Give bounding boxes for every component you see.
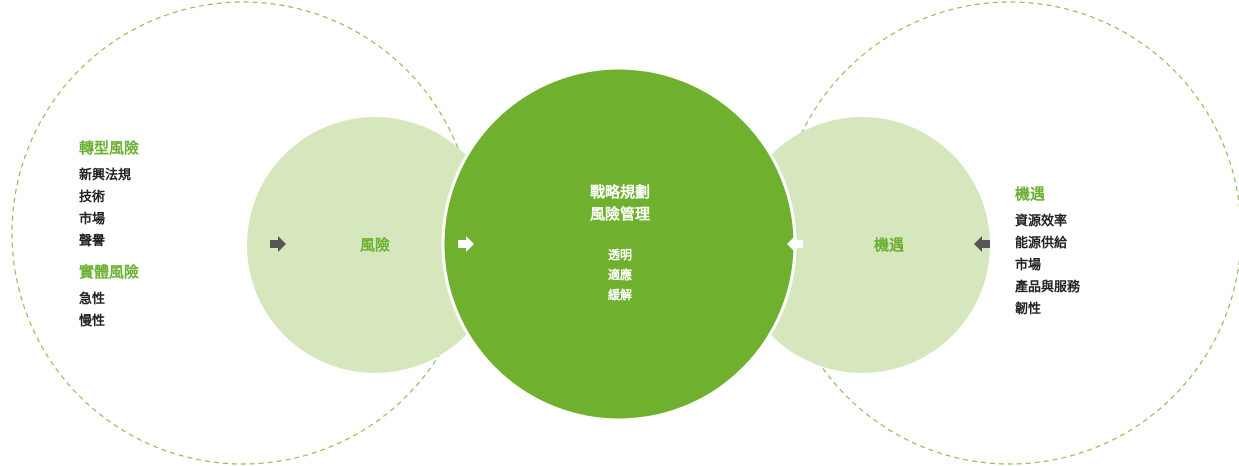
list-item: 新興法規 bbox=[79, 168, 132, 183]
physical-risk-title: 實體風險 bbox=[79, 263, 140, 281]
center-list: 透明 適應 緩解 bbox=[580, 245, 660, 305]
arrow-right-icon bbox=[270, 236, 286, 252]
list-item: 產品與服務 bbox=[1015, 280, 1081, 295]
right-outer-panel: 機遇 資源效率 能源供給 市場 產品與服務 韌性 bbox=[1015, 183, 1080, 321]
list-item: 急性 bbox=[79, 292, 106, 307]
list-item: 聲譽 bbox=[79, 234, 106, 249]
list-item: 韌性 bbox=[1015, 302, 1042, 317]
list-item: 資源效率 bbox=[1015, 214, 1068, 229]
right-outer-dashed-circle bbox=[778, 1, 1239, 465]
left-outer-panel: 轉型風險 新興法規 技術 市場 聲譽 實體風險 急性 慢性 bbox=[79, 137, 139, 341]
transition-risk-title: 轉型風險 bbox=[79, 139, 140, 157]
list-item: 慢性 bbox=[79, 314, 106, 329]
risk-label: 風險 bbox=[359, 236, 390, 254]
opportunity-label: 機遇 bbox=[873, 236, 904, 254]
list-item: 透明 bbox=[607, 248, 632, 262]
arrow-left-icon bbox=[974, 236, 990, 252]
list-item: 市場 bbox=[1015, 258, 1042, 273]
list-item: 緩解 bbox=[607, 288, 632, 302]
physical-risk-list: 急性 慢性 bbox=[79, 289, 139, 333]
center-title-line: 戰略規劃 bbox=[589, 183, 650, 201]
center-title: 戰略規劃 風險管理 bbox=[560, 181, 680, 225]
list-item: 市場 bbox=[79, 212, 106, 227]
center-title-line: 風險管理 bbox=[589, 205, 650, 223]
transition-risk-list: 新興法規 技術 市場 聲譽 bbox=[79, 165, 139, 253]
list-item: 能源供給 bbox=[1015, 236, 1068, 251]
arrow-right-icon bbox=[458, 236, 474, 252]
opportunity-title: 機遇 bbox=[1015, 185, 1046, 203]
list-item: 技術 bbox=[79, 190, 106, 205]
list-item: 適應 bbox=[607, 268, 632, 282]
left-mid-circle bbox=[247, 117, 503, 373]
arrow-left-icon bbox=[787, 236, 803, 252]
center-circle bbox=[441, 66, 797, 422]
right-mid-circle bbox=[734, 117, 990, 373]
opportunity-list: 資源效率 能源供給 市場 產品與服務 韌性 bbox=[1015, 211, 1080, 321]
